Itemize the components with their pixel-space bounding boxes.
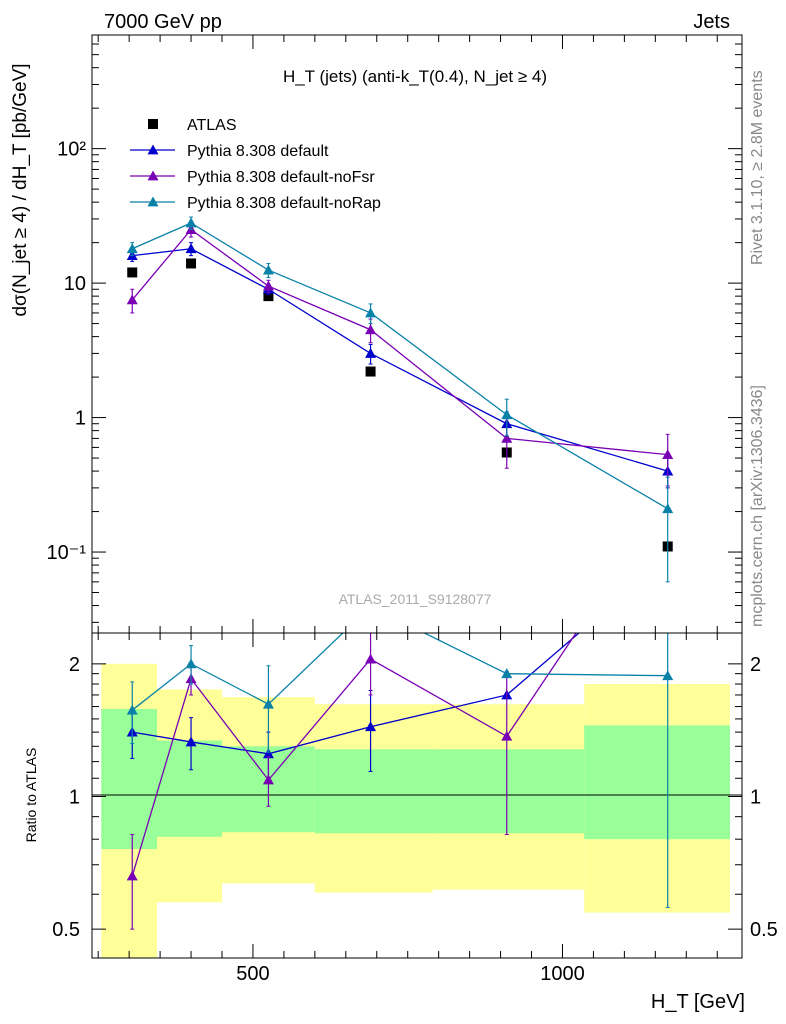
- series-pythia-8-308-default-norap: [126, 216, 674, 583]
- data-point: [262, 264, 274, 275]
- main-axes: 10⁻¹ 1 10 10²: [47, 35, 742, 633]
- data-point: [365, 347, 377, 358]
- series-line: [132, 248, 668, 472]
- x-axis-label: H_T [GeV]: [651, 991, 745, 1013]
- header-energy: 7000 GeV pp: [104, 11, 222, 33]
- ratio-axes: 0.5 0.5 1 1 2 2 500 1000: [52, 633, 778, 985]
- legend-marker: [147, 196, 159, 207]
- ratio-data-point: [501, 668, 513, 679]
- data-point: [662, 503, 674, 514]
- ratio-y-tick-label-right: 0.5: [750, 919, 778, 941]
- main-data-layer: [126, 216, 674, 583]
- band-inner: [157, 740, 222, 837]
- ratio-data-point: [262, 774, 274, 785]
- ratio-y-tick-label-right: 1: [750, 786, 761, 808]
- ratio-data-point: [262, 748, 274, 759]
- data-point: [365, 366, 376, 377]
- data-point: [126, 294, 138, 305]
- mcplots-reference-label: mcplots.cern.ch [arXiv:1306.3436]: [749, 385, 766, 627]
- data-point: [262, 280, 274, 291]
- y-tick-label: 1: [75, 408, 86, 430]
- data-point: [501, 432, 513, 443]
- series-line: [131, 222, 669, 510]
- y-tick-label: 10⁻¹: [47, 542, 87, 564]
- data-point: [365, 324, 377, 335]
- ratio-data-point: [662, 670, 674, 681]
- main-y-axis-label: dσ(N_jet ≥ 4) / dH_T [pb/GeV]: [10, 63, 31, 316]
- ratio-data-point: [126, 870, 138, 881]
- series-pythia-8-308-default-nofsr: [126, 222, 674, 487]
- legend-marker: [147, 170, 159, 181]
- band-inner: [584, 725, 730, 840]
- data-point: [662, 449, 674, 460]
- y-tick-label: 10: [64, 273, 86, 295]
- legend: ATLAS Pythia 8.308 default Pythia 8.308 de…: [130, 117, 381, 212]
- legend-label: Pythia 8.308 default-noRap: [187, 195, 381, 212]
- series-line: [131, 228, 668, 456]
- data-point: [263, 291, 274, 302]
- ratio-series-pythia-8-308-default: [126, 633, 580, 779]
- rivet-version-label: Rivet 3.1.10, ≥ 2.8M events: [749, 70, 766, 265]
- ratio-series-line: [132, 633, 580, 755]
- x-tick-label: 1000: [540, 963, 585, 985]
- band-inner: [314, 749, 433, 834]
- data-point: [185, 217, 197, 228]
- main-panel: 10⁻¹ 1 10 10² H_T (jets) (anti-k_T(0.4), N_…: [10, 34, 743, 634]
- data-point: [127, 267, 138, 278]
- data-point: [365, 307, 377, 318]
- ratio-y-tick-label: 0.5: [52, 919, 80, 941]
- series-atlas: [127, 258, 673, 552]
- main-chart-title: H_T (jets) (anti-k_T(0.4), N_jet ≥ 4): [283, 67, 547, 86]
- legend-label: ATLAS: [187, 117, 237, 134]
- band-inner: [432, 749, 585, 834]
- ratio-y-tick-label: 2: [69, 654, 80, 676]
- data-point: [126, 243, 138, 254]
- ratio-data-point: [262, 698, 274, 709]
- band-inner: [101, 708, 157, 850]
- ratio-y-tick-label-right: 2: [750, 654, 761, 676]
- ratio-plot-frame: [91, 632, 743, 959]
- legend-label: Pythia 8.308 default: [187, 143, 329, 160]
- ratio-series-pythia-8-308-default-norap: [126, 633, 674, 908]
- x-tick-label: 500: [236, 963, 269, 985]
- data-point: [185, 243, 197, 254]
- ratio-series-line: [131, 633, 577, 877]
- legend-marker: [147, 144, 159, 155]
- ratio-data-point: [126, 704, 138, 715]
- legend-marker: [148, 119, 158, 129]
- ratio-data-layer: [126, 633, 674, 930]
- ratio-y-tick-label: 1: [69, 786, 80, 808]
- ratio-data-point: [185, 736, 197, 747]
- main-watermark: ATLAS_2011_S9128077: [339, 591, 492, 607]
- header-process: Jets: [693, 11, 730, 33]
- ratio-y-axis-label: Ratio to ATLAS: [23, 748, 39, 843]
- y-tick-label: 10²: [57, 139, 86, 161]
- data-point: [186, 258, 197, 269]
- ratio-data-point: [501, 730, 513, 741]
- data-point: [501, 409, 513, 420]
- series-pythia-8-308-default: [126, 242, 674, 489]
- ratio-data-point: [185, 658, 197, 669]
- ratio-data-point: [365, 653, 377, 664]
- ratio-series-line: [131, 633, 668, 711]
- ratio-uncertainty-bands: [101, 663, 730, 958]
- ratio-data-point: [365, 721, 377, 732]
- ratio-panel: 0.5 0.5 1 1 2 2 500 1000 Ratio to ATLAS H_T [Ge…: [23, 632, 778, 1013]
- ratio-series-group: [126, 633, 674, 930]
- legend-label: Pythia 8.308 default-noFsr: [187, 169, 375, 186]
